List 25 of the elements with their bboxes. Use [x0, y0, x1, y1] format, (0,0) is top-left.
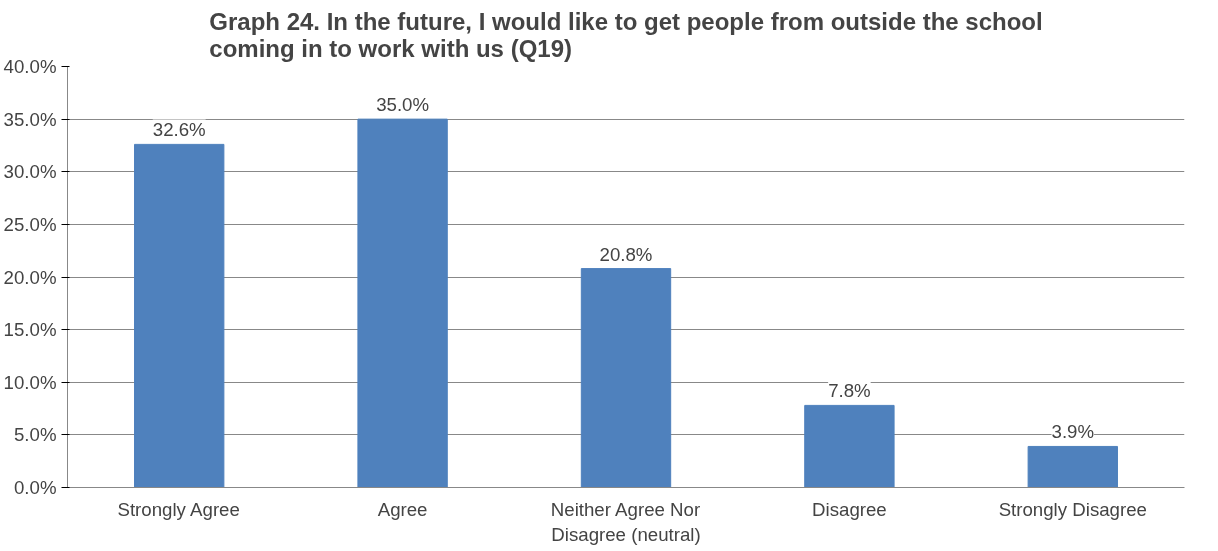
y-tick-label: 10.0%	[3, 371, 57, 393]
data-label: 3.9%	[1051, 421, 1095, 443]
data-label: 32.6%	[152, 119, 206, 141]
chart-title: Graph 24. In the future, I would like to get people from outside the school coming in to work with us (Q19)	[209, 7, 1043, 62]
bar	[357, 118, 448, 488]
x-tick-label: Neither Agree Nor Disagree (neutral)	[550, 498, 701, 545]
data-label: 35.0%	[376, 94, 430, 116]
x-tick-label: Agree	[377, 498, 428, 520]
bar	[134, 143, 225, 488]
y-tick-label: 35.0%	[3, 108, 57, 130]
y-tick-label: 20.0%	[3, 266, 57, 288]
data-label: 20.8%	[599, 243, 653, 265]
bar	[1027, 445, 1118, 488]
y-tick-label: 0.0%	[13, 477, 57, 498]
y-tick-label: 25.0%	[3, 213, 57, 235]
x-tick-label: Strongly Agree	[117, 498, 240, 520]
bar	[804, 404, 895, 488]
y-tick-label: 5.0%	[13, 424, 57, 446]
bar	[580, 268, 672, 488]
x-tick-label: Strongly Disagree	[998, 498, 1147, 520]
y-tick-label: 40.0%	[3, 56, 57, 77]
x-tick-label: Disagree	[812, 498, 887, 520]
y-tick-label: 30.0%	[3, 161, 57, 183]
y-tick-label: 15.0%	[3, 319, 57, 341]
data-label: 7.8%	[828, 380, 871, 402]
